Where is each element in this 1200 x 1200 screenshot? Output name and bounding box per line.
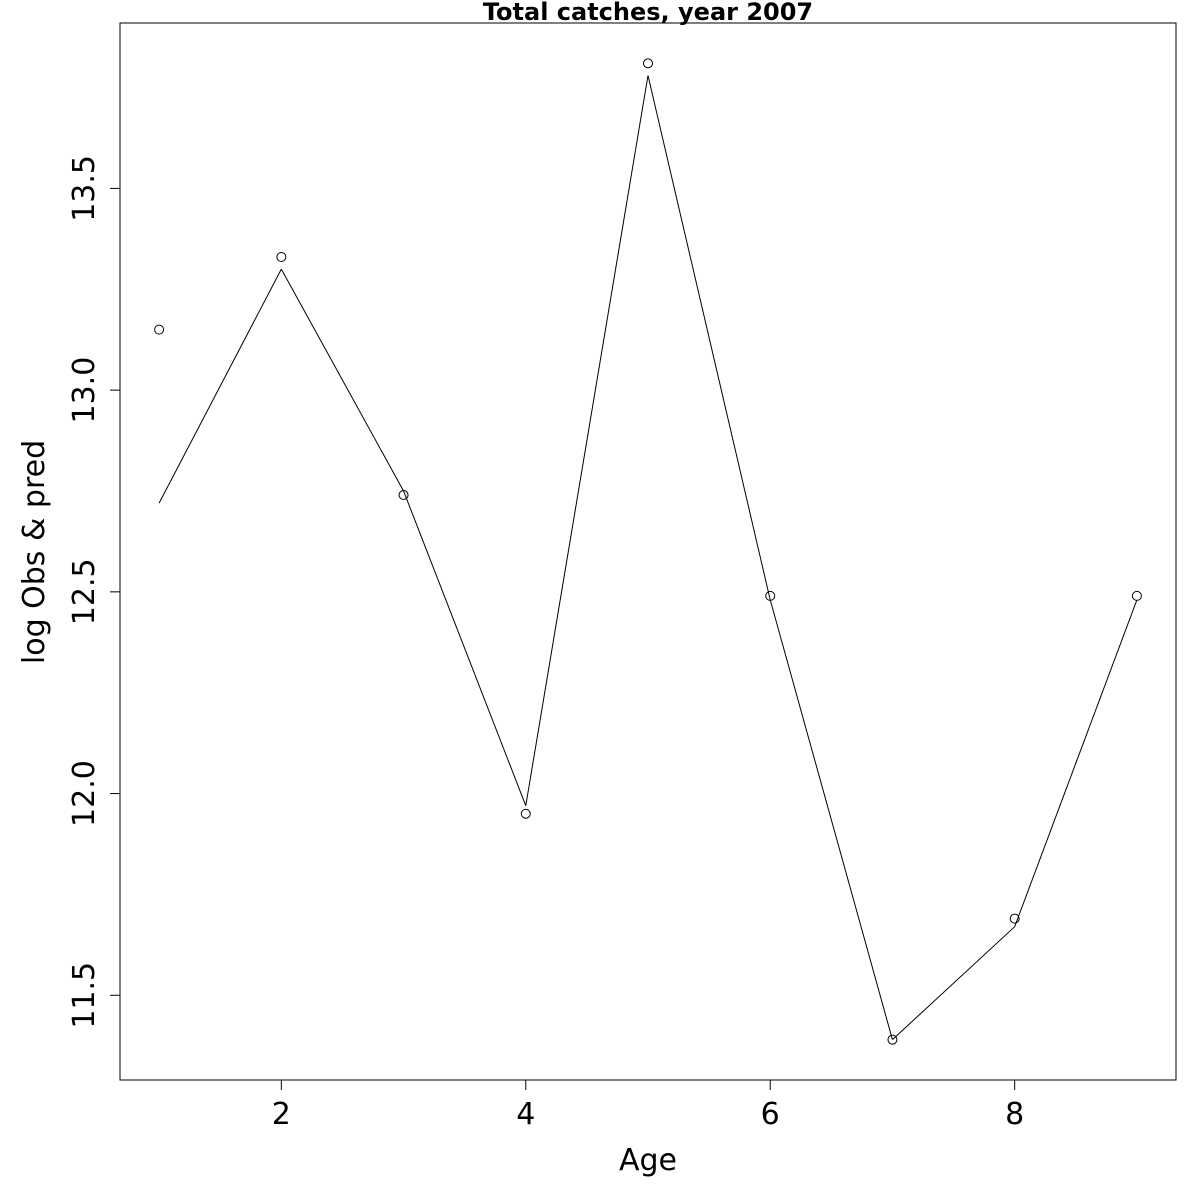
y-tick-label: 13.0: [67, 357, 102, 424]
obs-point: [520, 808, 531, 819]
obs-point: [1131, 590, 1142, 601]
y-tick-label: 12.0: [67, 760, 102, 827]
x-axis: 2 4 6 8: [272, 1080, 1024, 1132]
pred-line-segment: [525, 75, 649, 806]
pred-line-segment: [403, 490, 527, 806]
obs-point: [887, 1034, 898, 1045]
obs-point: [276, 251, 287, 262]
plot-frame: [119, 22, 1177, 1081]
obs-point: [1009, 913, 1020, 924]
x-axis-label: Age: [619, 1143, 677, 1178]
observed-series: [154, 58, 1142, 1045]
pred-line-segment: [1014, 599, 1138, 927]
y-axis-label: log Obs & pred: [17, 440, 52, 664]
y-axis: 11.5 12.0 12.5 13.0 13.5: [67, 155, 120, 1029]
pred-line-segment: [158, 268, 282, 504]
pred-line-segment: [647, 75, 771, 601]
pred-line-segment: [769, 599, 893, 1040]
predicted-series: [158, 75, 1138, 1041]
y-tick-label: 13.5: [67, 155, 102, 222]
y-tick-label: 12.5: [67, 558, 102, 625]
pred-line-segment: [280, 268, 404, 492]
obs-point: [154, 324, 165, 335]
obs-point: [765, 590, 776, 601]
x-tick-label: 8: [1005, 1097, 1024, 1132]
y-tick-label: 11.5: [67, 962, 102, 1029]
x-tick-label: 2: [272, 1097, 291, 1132]
x-tick-label: 6: [761, 1097, 780, 1132]
pred-line-segment: [892, 926, 1016, 1041]
obs-point: [643, 58, 653, 69]
chart-title: Total catches, year 2007: [483, 0, 813, 26]
obs-point: [398, 490, 409, 501]
x-tick-label: 4: [516, 1097, 535, 1132]
